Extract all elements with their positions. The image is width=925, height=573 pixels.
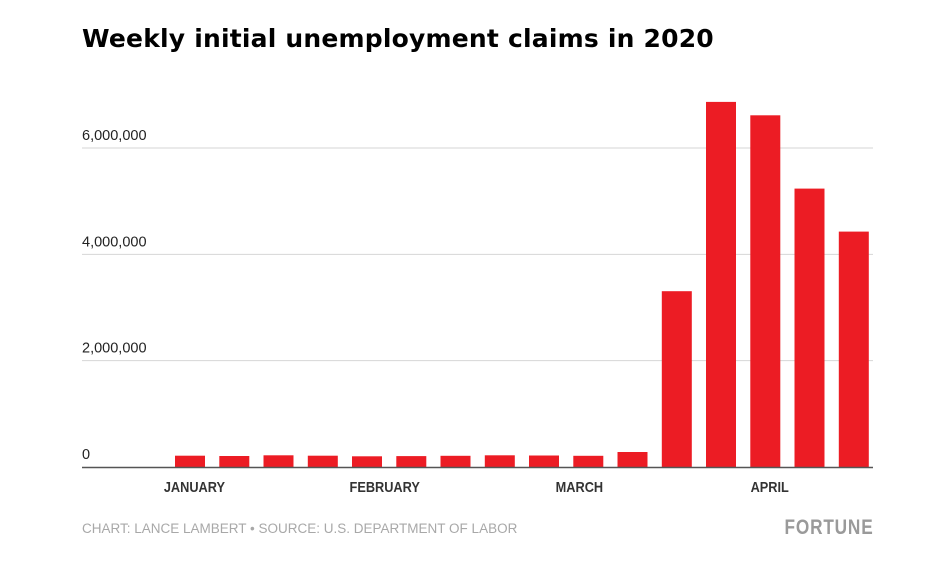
chart-credit: CHART: LANCE LAMBERT • SOURCE: U.S. DEPA… xyxy=(82,521,518,536)
x-tick-label-april: APRIL xyxy=(751,478,790,495)
bar-jan-4 xyxy=(175,455,205,467)
bar-feb-1 xyxy=(352,456,382,467)
bar-feb-15 xyxy=(440,455,471,467)
bar-mar-21 xyxy=(661,291,692,467)
fortune-logo: FORTUNE xyxy=(784,516,873,539)
bar-feb-8 xyxy=(396,456,427,467)
bar-apr-11 xyxy=(794,188,825,467)
bar-feb-29 xyxy=(529,455,559,467)
bar-jan-25 xyxy=(307,455,338,467)
y-tick-label: 2,000,000 xyxy=(82,341,147,357)
y-tick-label: 6,000,000 xyxy=(82,128,147,144)
bar-jan-18 xyxy=(263,455,294,467)
bar-apr-4 xyxy=(750,115,781,468)
x-tick-label-february: FEBRUARY xyxy=(350,478,421,495)
gridlines xyxy=(82,147,873,362)
bar-jan-11 xyxy=(219,456,250,467)
bar-apr-18 xyxy=(838,231,869,467)
y-tick-label: 4,000,000 xyxy=(82,234,147,250)
x-tick-label-january: JANUARY xyxy=(164,478,226,495)
chart-title: Weekly initial unemployment claims in 20… xyxy=(82,24,714,53)
bar-mar-28 xyxy=(706,101,736,468)
bar-mar-14 xyxy=(617,452,648,467)
x-axis-month-labels: JANUARY FEBRUARY MARCH APRIL xyxy=(164,478,789,495)
x-tick-label-march: MARCH xyxy=(556,478,603,495)
y-axis-tick-labels: 0 2,000,000 4,000,000 6,000,000 xyxy=(82,128,147,463)
bar-mar-7 xyxy=(573,455,604,467)
y-tick-label: 0 xyxy=(82,447,90,463)
bar-feb-22 xyxy=(484,455,515,467)
bars xyxy=(175,101,869,468)
